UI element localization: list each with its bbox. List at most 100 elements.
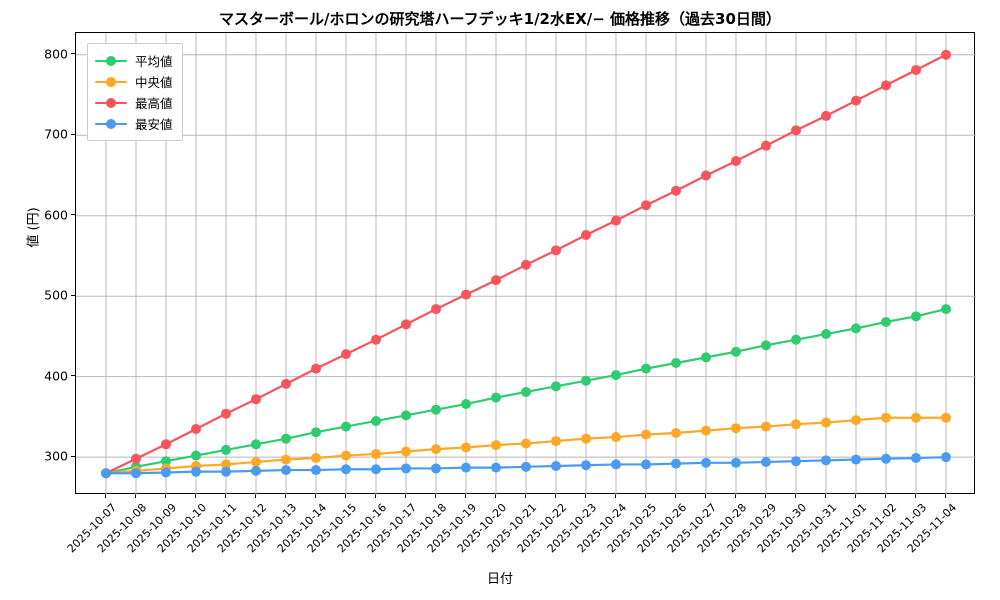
data-point <box>101 468 111 479</box>
legend-label: 最安値 <box>135 117 173 132</box>
legend-label: 中央値 <box>135 75 173 90</box>
data-point <box>881 316 891 327</box>
data-point <box>881 453 891 464</box>
y-tick-mark <box>71 455 75 457</box>
y-tick-mark <box>71 294 75 296</box>
data-point <box>251 439 261 450</box>
data-point <box>641 363 651 374</box>
data-point <box>371 334 381 345</box>
data-point <box>401 446 411 457</box>
data-point <box>881 80 891 91</box>
y-tick-label: 700 <box>44 126 68 142</box>
data-point <box>701 425 711 436</box>
data-point <box>611 459 621 470</box>
data-point <box>761 340 771 351</box>
data-point <box>671 185 681 196</box>
data-point <box>281 433 291 444</box>
y-tick-label: 300 <box>44 448 68 464</box>
data-point <box>581 460 591 471</box>
data-point <box>311 363 321 374</box>
legend-item-2[interactable]: 最高値 <box>95 92 173 113</box>
data-point <box>641 459 651 470</box>
data-point <box>551 436 561 447</box>
data-point <box>731 457 741 468</box>
plot-svg <box>76 33 976 495</box>
data-point <box>431 463 441 474</box>
data-point <box>671 428 681 439</box>
data-point <box>161 467 171 478</box>
data-point <box>641 200 651 211</box>
data-point <box>941 412 951 423</box>
x-axis-label: 日付 <box>486 572 513 587</box>
data-point <box>221 444 231 455</box>
legend-marker-icon <box>95 117 127 131</box>
data-point <box>311 452 321 463</box>
data-point <box>461 399 471 410</box>
data-point <box>731 423 741 434</box>
data-point <box>221 466 231 477</box>
data-point <box>911 452 921 463</box>
y-tick-mark <box>71 214 75 216</box>
data-point <box>221 408 231 419</box>
chart-legend: 平均値中央値最高値最安値 <box>87 43 183 141</box>
legend-item-1[interactable]: 中央値 <box>95 71 173 92</box>
data-point <box>521 461 531 472</box>
data-point <box>761 140 771 151</box>
y-tick-mark <box>71 133 75 135</box>
data-point <box>281 378 291 389</box>
data-point <box>131 468 141 479</box>
data-point <box>461 462 471 473</box>
data-point <box>401 410 411 421</box>
data-point <box>851 415 861 426</box>
data-point <box>461 289 471 300</box>
data-point <box>881 412 891 423</box>
data-point <box>521 438 531 449</box>
data-point <box>671 458 681 469</box>
series-3 <box>101 452 951 479</box>
data-point <box>431 444 441 455</box>
data-point <box>191 450 201 461</box>
data-point <box>461 442 471 453</box>
data-point <box>251 465 261 476</box>
data-point <box>341 421 351 432</box>
data-point <box>191 466 201 477</box>
y-tick-label: 500 <box>44 287 68 303</box>
data-point <box>401 319 411 330</box>
legend-label: 平均値 <box>135 54 173 69</box>
legend-item-0[interactable]: 平均値 <box>95 50 173 71</box>
data-point <box>161 456 171 467</box>
data-point <box>491 275 501 286</box>
data-point <box>311 465 321 476</box>
data-point <box>281 465 291 476</box>
data-point <box>791 334 801 345</box>
y-tick-label: 800 <box>44 46 68 62</box>
data-point <box>251 457 261 467</box>
data-point <box>761 457 771 467</box>
data-point <box>791 419 801 430</box>
data-point <box>731 155 741 166</box>
data-point <box>371 464 381 475</box>
data-point <box>551 245 561 256</box>
legend-item-3[interactable]: 最安値 <box>95 113 173 134</box>
data-point <box>941 304 951 315</box>
data-point <box>371 415 381 426</box>
data-point <box>671 358 681 368</box>
y-axis-tick-labels: 300 400 500 600 700 800 <box>0 32 75 494</box>
y-tick-mark <box>71 53 75 55</box>
data-point <box>521 259 531 270</box>
data-point <box>491 462 501 473</box>
data-point <box>581 375 591 386</box>
data-point <box>491 392 501 403</box>
legend-marker-icon <box>95 96 127 110</box>
data-point <box>761 421 771 432</box>
data-point <box>851 323 861 334</box>
data-point <box>581 230 591 241</box>
data-point <box>371 448 381 459</box>
data-point <box>431 404 441 415</box>
data-point <box>821 417 831 428</box>
y-tick-label: 400 <box>44 368 68 384</box>
data-point <box>911 311 921 322</box>
data-point <box>431 304 441 315</box>
data-point <box>161 439 171 450</box>
